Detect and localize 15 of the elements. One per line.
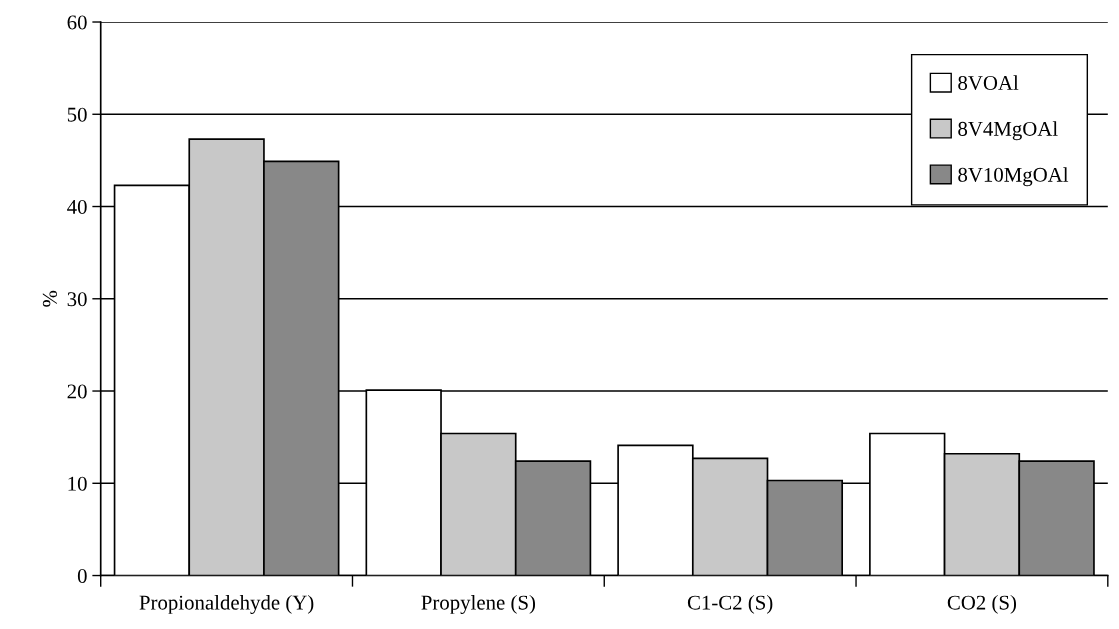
y-tick-label: 20 xyxy=(67,384,87,399)
y-tick-label: 0 xyxy=(77,568,87,583)
x-tick-label: Propylene (S) xyxy=(421,594,536,614)
x-tick-label: CO2 (S) xyxy=(947,594,1017,614)
y-tick-label: 10 xyxy=(68,476,87,491)
legend-label: 8V4MgOAl xyxy=(958,121,1058,141)
x-tick-label: C1-C2 (S) xyxy=(687,594,773,614)
y-tick-label: 60 xyxy=(67,15,87,30)
x-tick-label: Propionaldehyde (Y) xyxy=(139,594,314,614)
y-axis-title: % xyxy=(42,290,57,307)
y-tick-label: 30 xyxy=(67,292,87,307)
y-tick-label: 50 xyxy=(67,107,87,122)
y-tick-label: 40 xyxy=(67,199,87,214)
legend-label: 8VOAl xyxy=(958,75,1019,91)
legend-label: 8V10MgOAl xyxy=(958,167,1069,187)
